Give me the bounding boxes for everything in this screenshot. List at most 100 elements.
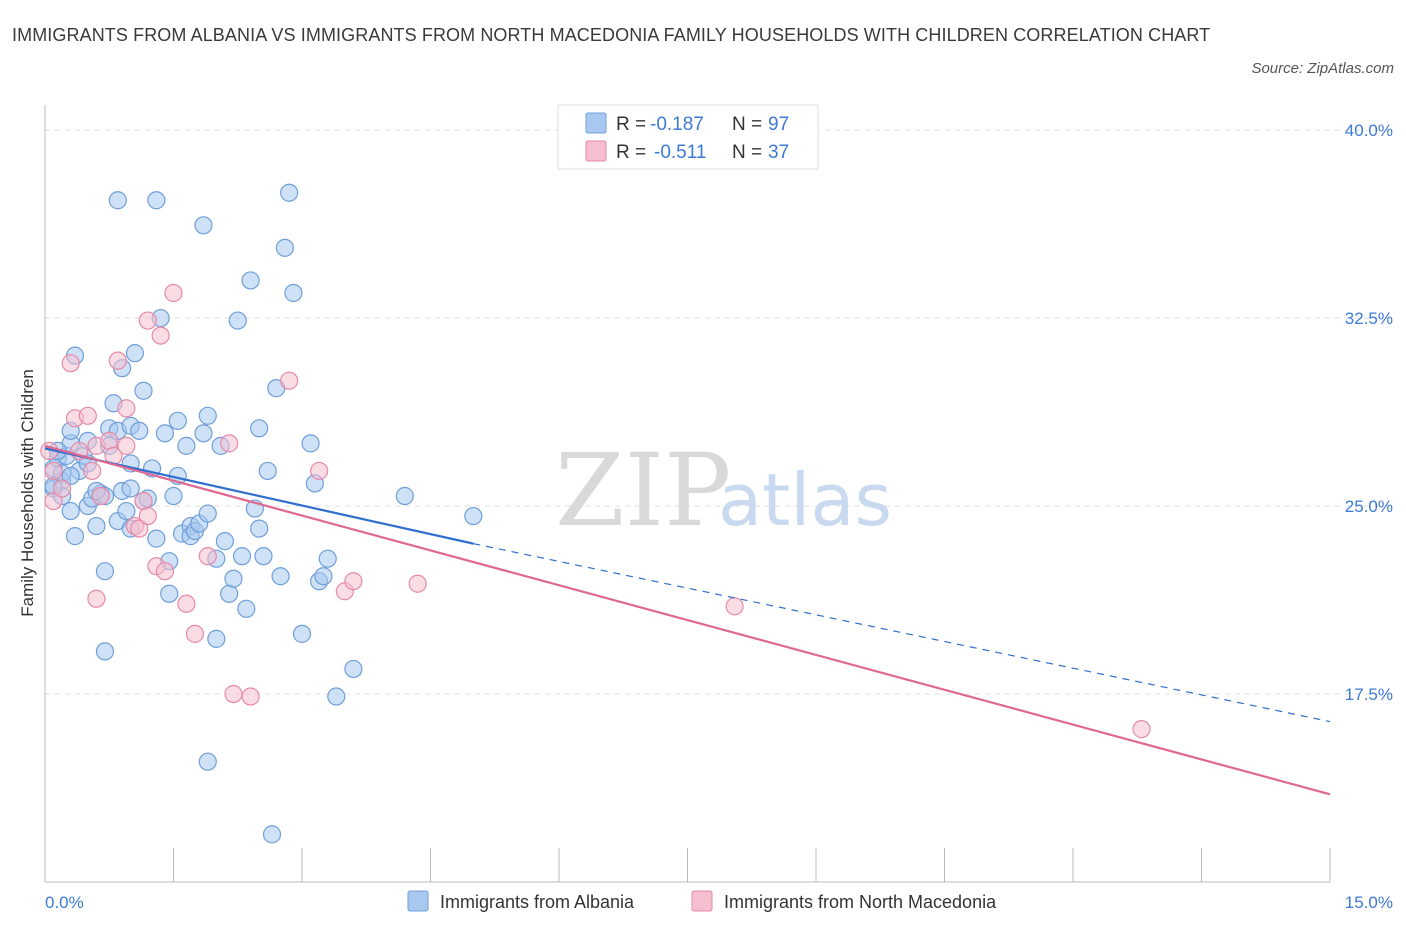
macedonia-point-9 [87, 589, 106, 608]
bottom-legend-label-albania: Immigrants from Albania [440, 892, 635, 912]
macedonia-point-7 [78, 406, 97, 425]
albania-point-60 [220, 584, 239, 603]
albania-point-89 [198, 752, 217, 771]
albania-point-55 [198, 504, 217, 523]
macedonia-point-3 [53, 479, 72, 498]
albania-point-86 [395, 486, 414, 506]
macedonia-point-15 [117, 436, 136, 455]
macedonia-point-11 [91, 486, 110, 506]
albania-point-77 [271, 567, 290, 586]
macedonia-point-19 [134, 491, 153, 511]
legend-swatch-macedonia [585, 140, 607, 162]
macedonia-point-14 [108, 351, 127, 370]
albania-point-88 [95, 642, 115, 661]
albania-point-67 [250, 419, 269, 438]
legend-n-label-albania: N = [732, 114, 762, 135]
albania-point-59 [215, 532, 234, 551]
albania-point-61 [224, 569, 243, 588]
albania-point-29 [121, 479, 140, 498]
macedonia-point-35 [344, 572, 363, 591]
legend-box: R = -0.187 N = 97 R = -0.511 N = 37 [557, 104, 819, 170]
albania-point-56 [207, 629, 226, 648]
macedonia-point-24 [155, 562, 175, 581]
albania-point-62 [228, 311, 247, 330]
albania-point-54 [198, 406, 217, 425]
chart-title: IMMIGRANTS FROM ALBANIA VS IMMIGRANTS FR… [12, 25, 1211, 45]
albania-point-69 [254, 547, 273, 566]
macedonia-point-31 [241, 687, 260, 706]
albania-point-93 [61, 466, 80, 486]
macedonia-point-32 [280, 371, 299, 390]
macedonia-point-38 [1132, 720, 1151, 739]
albania-point-84 [327, 687, 346, 706]
legend-r-label-albania: R = [616, 114, 646, 135]
albania-point-52 [194, 216, 213, 235]
albania-point-73 [280, 183, 299, 202]
macedonia-point-8 [83, 461, 102, 481]
macedonia-point-18 [130, 519, 149, 538]
macedonia-point-25 [164, 283, 183, 303]
bottom-legend: Immigrants from Albania Immigrants from … [407, 890, 997, 912]
albania-point-42 [160, 584, 179, 603]
y-tick-label-0: 17.5% [1345, 685, 1393, 704]
albania-point-8 [65, 527, 85, 546]
macedonia-point-30 [224, 684, 243, 704]
albania-point-87 [464, 506, 483, 526]
series-albania-points [44, 183, 483, 844]
albania-point-34 [134, 381, 153, 400]
macedonia-point-21 [138, 311, 157, 330]
legend-n-value-albania: 97 [768, 114, 789, 135]
albania-point-63 [232, 547, 252, 566]
x-axis-ticks [44, 848, 1331, 882]
y-tick-label-1: 25.0% [1345, 497, 1393, 516]
series-macedonia-points [40, 283, 1151, 739]
albania-point-45 [168, 411, 187, 430]
macedonia-point-1 [44, 461, 63, 481]
albania-point-33 [130, 421, 149, 440]
albania-point-47 [177, 436, 196, 455]
macedonia-trend-line [44, 444, 1331, 796]
watermark-zip: ZIP [555, 432, 731, 549]
albania-point-79 [301, 434, 320, 453]
macedonia-point-37 [725, 597, 744, 616]
macedonia-point-16 [117, 399, 136, 418]
macedonia-point-33 [310, 461, 329, 481]
albania-point-64 [237, 599, 256, 618]
x-tick-label-min: 0.0% [45, 893, 84, 912]
albania-point-38 [147, 529, 166, 548]
albania-point-43 [164, 486, 183, 506]
albania-point-68 [250, 519, 269, 538]
legend-n-label-macedonia: N = [732, 142, 762, 163]
bottom-legend-label-macedonia: Immigrants from North Macedonia [724, 892, 997, 912]
macedonia-point-27 [185, 624, 205, 643]
albania-point-40 [155, 424, 175, 443]
watermark-atlas: atlas [718, 458, 892, 542]
albania-point-75 [108, 191, 127, 210]
macedonia-point-12 [100, 431, 119, 450]
macedonia-point-28 [198, 547, 217, 566]
macedonia-point-2 [44, 491, 63, 511]
albania-trend-extension [473, 543, 1331, 723]
legend-r-value-macedonia: -0.511 [654, 142, 706, 163]
macedonia-point-26 [177, 594, 196, 613]
albania-point-85 [344, 659, 363, 679]
y-tick-label-3: 40.0% [1345, 121, 1393, 140]
albania-point-32 [125, 344, 145, 363]
legend-r-label-macedonia: R = [616, 142, 646, 163]
albania-point-82 [314, 567, 333, 586]
albania-point-65 [241, 271, 260, 290]
albania-point-83 [318, 549, 337, 568]
albania-point-17 [87, 516, 106, 536]
albania-point-72 [275, 238, 294, 257]
albania-point-74 [284, 283, 303, 303]
bottom-legend-swatch-macedonia [691, 890, 713, 912]
albania-point-76 [147, 191, 166, 210]
albania-point-6 [61, 501, 80, 521]
macedonia-point-20 [138, 506, 157, 526]
x-tick-label-max: 15.0% [1345, 893, 1393, 912]
albania-point-70 [258, 461, 277, 481]
watermark: ZIP atlas [555, 432, 892, 549]
source-label: Source: ZipAtlas.com [1251, 60, 1394, 77]
albania-point-20 [95, 562, 115, 581]
